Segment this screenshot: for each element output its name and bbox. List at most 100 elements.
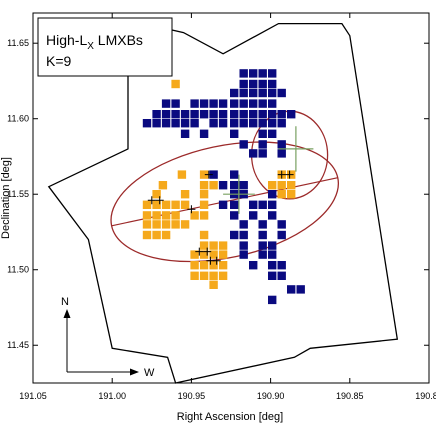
orange-cell-point <box>142 211 152 220</box>
blue-cell-point <box>277 230 286 240</box>
blue-cell-point <box>199 110 209 119</box>
y-tick-label: 11.45 <box>7 340 29 350</box>
blue-cell-point <box>230 99 239 108</box>
centroid-cross <box>223 174 255 214</box>
blue-cell-point <box>268 79 277 89</box>
orange-cell-point <box>199 250 209 259</box>
blue-cell-point <box>230 211 239 220</box>
orange-cell-point <box>180 190 190 199</box>
blue-cell-point <box>287 110 296 119</box>
orange-cell-point <box>171 220 180 229</box>
blue-cell-point <box>249 119 258 128</box>
compass-west-arrowhead <box>130 368 139 376</box>
source-cross-marker <box>147 196 156 205</box>
orange-cell-point <box>190 261 199 270</box>
blue-cell-point <box>249 69 258 78</box>
blue-cell-point <box>249 211 258 220</box>
orange-cell-point <box>171 211 180 220</box>
orange-cell-point <box>190 211 199 220</box>
blue-cell-point <box>258 110 267 119</box>
blue-cell-point <box>218 200 228 209</box>
blue-cell-point <box>258 140 267 149</box>
orange-cell-point <box>209 261 218 270</box>
blue-cell-point <box>249 79 258 89</box>
blue-cell-point <box>268 250 277 259</box>
y-tick-label: 11.55 <box>7 189 29 199</box>
blue-cell-point <box>258 220 267 229</box>
orange-cell-point <box>199 211 209 220</box>
blue-cell-point <box>268 295 277 305</box>
blue-cell-point <box>258 119 267 128</box>
blue-cell-point <box>258 250 267 259</box>
y-tick-label: 11.50 <box>7 265 29 275</box>
orange-cell-point <box>161 230 171 240</box>
points-layer <box>142 69 305 305</box>
orange-cell-point <box>287 181 296 190</box>
x-tick-label: 190.90 <box>257 391 285 401</box>
orange-cell-point <box>190 271 199 280</box>
blue-cell-point <box>239 230 248 240</box>
blue-cell-point <box>209 110 218 119</box>
blue-cell-point <box>218 99 228 108</box>
blue-cell-point <box>249 200 258 209</box>
blue-cell-point <box>209 170 218 179</box>
orange-cell-point <box>171 79 180 89</box>
orange-cell-point <box>199 230 209 240</box>
blue-cell-point <box>268 129 277 138</box>
blue-cell-point <box>218 119 228 128</box>
orange-cell-point <box>152 230 161 240</box>
y-tick-label: 11.60 <box>7 114 29 124</box>
blue-cell-point <box>152 110 161 119</box>
legend-line2: K=9 <box>46 53 72 69</box>
orange-cell-point <box>161 200 171 209</box>
blue-cell-point <box>258 230 267 240</box>
blue-cell-point <box>268 99 277 108</box>
orange-cell-point <box>268 181 277 190</box>
blue-cell-point <box>277 88 286 98</box>
green-cross-layer <box>223 126 314 214</box>
blue-cell-point <box>268 200 277 209</box>
blue-cell-point <box>230 88 239 98</box>
blue-cell-point <box>230 170 239 179</box>
blue-cell-point <box>268 211 277 220</box>
orange-cell-point <box>199 261 209 270</box>
blue-cell-point <box>230 200 239 209</box>
blue-cell-point <box>180 110 190 119</box>
plot-frame <box>32 12 430 384</box>
orange-cell-point <box>152 190 161 199</box>
blue-cell-point <box>239 99 248 108</box>
orange-cell-point <box>142 220 152 229</box>
blue-cell-point <box>230 230 239 240</box>
blue-cell-point <box>268 88 277 98</box>
blue-cell-point <box>258 149 267 158</box>
blue-cell-point <box>199 99 209 108</box>
orange-cell-point <box>142 230 152 240</box>
blue-cell-point <box>249 110 258 119</box>
blue-cell-point <box>230 110 239 119</box>
blue-cell-point <box>239 119 248 128</box>
blue-cell-point <box>239 220 248 229</box>
orange-cell-point <box>142 200 152 209</box>
blue-cell-point <box>277 149 286 158</box>
blue-cell-point <box>218 110 228 119</box>
y-axis-label: Declination [deg] <box>0 157 12 239</box>
blue-cell-point <box>142 119 152 128</box>
source-cross-marker <box>155 196 164 205</box>
observation-footprint <box>47 22 399 384</box>
blue-cell-point <box>209 119 218 128</box>
blue-cell-point <box>161 110 171 119</box>
orange-cell-point <box>199 241 209 250</box>
blue-cell-point <box>277 261 286 270</box>
blue-cell-point <box>239 88 248 98</box>
legend-frame <box>37 17 173 77</box>
orange-cell-point <box>152 220 161 229</box>
blue-cell-point <box>268 190 277 199</box>
blue-cell-point <box>268 69 277 78</box>
blue-cell-point <box>268 241 277 250</box>
x-tick-label: 190.85 <box>336 391 364 401</box>
blue-cell-point <box>239 79 248 89</box>
orange-cell-point <box>218 241 228 250</box>
blue-cell-point <box>277 110 286 119</box>
blue-cell-point <box>268 119 277 128</box>
